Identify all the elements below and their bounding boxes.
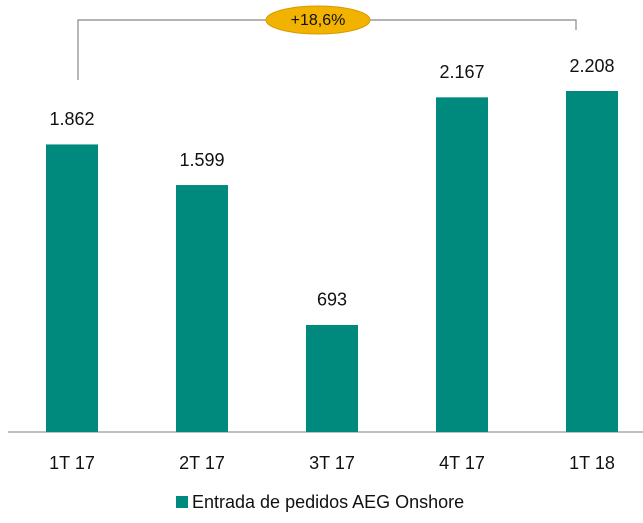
bar bbox=[436, 97, 488, 433]
x-tick-label: 1T 17 bbox=[49, 453, 95, 473]
value-label: 2.167 bbox=[439, 62, 484, 82]
legend-swatch bbox=[176, 496, 188, 508]
value-label: 693 bbox=[317, 290, 347, 310]
bar bbox=[176, 185, 228, 432]
annotation: +18,6% bbox=[291, 12, 346, 29]
value-label: 1.862 bbox=[49, 109, 94, 129]
bar bbox=[306, 324, 358, 432]
x-tick-label: 1T 18 bbox=[569, 453, 615, 473]
legend-label: Entrada de pedidos AEG Onshore bbox=[192, 492, 464, 512]
x-tick-label: 2T 17 bbox=[179, 453, 225, 473]
x-tick-label: 3T 17 bbox=[309, 453, 355, 473]
bar bbox=[566, 91, 618, 432]
value-label: 1.599 bbox=[179, 150, 224, 170]
annotation-badge bbox=[265, 5, 371, 35]
x-tick-label: 4T 17 bbox=[439, 453, 485, 473]
bar bbox=[46, 144, 98, 433]
value-label: 2.208 bbox=[569, 56, 614, 76]
